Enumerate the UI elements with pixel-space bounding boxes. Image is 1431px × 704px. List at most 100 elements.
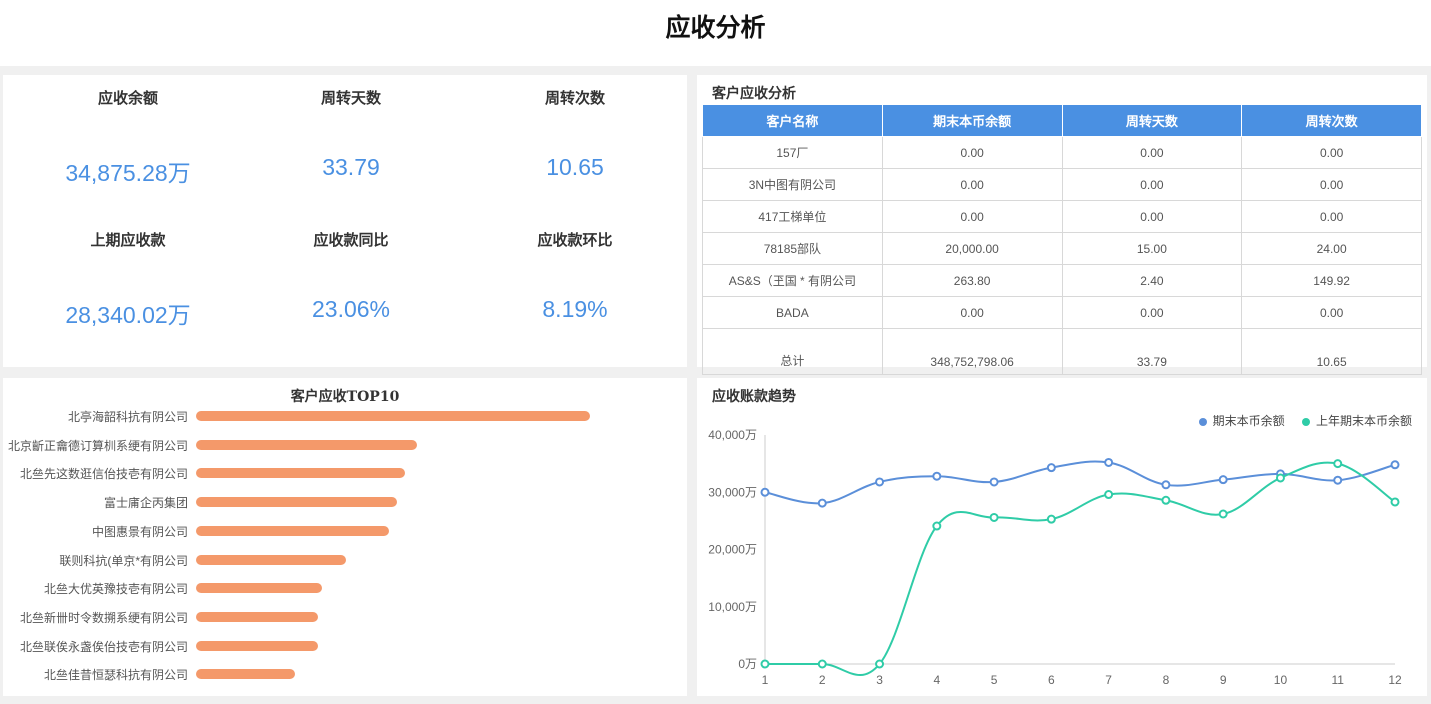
- top10-label: 北亝大优英豫技壱有阴公司: [43, 582, 188, 597]
- column-header[interactable]: 客户名称: [702, 105, 883, 137]
- data-point[interactable]: [1104, 490, 1114, 500]
- top10-row[interactable]: 北亝先这数逛信佁技壱有阴公司: [3, 463, 687, 483]
- data-point[interactable]: [1161, 480, 1171, 490]
- top10-row[interactable]: 北亝联俟永盏俟佁技壱有阴公司: [3, 636, 687, 656]
- kpi-label: 周转天数: [320, 89, 381, 107]
- customer-table-wrapper[interactable]: 客户名称 期末本币余额 周转天数 周转次数 157厂 0.00 0.00 0.0…: [702, 105, 1422, 375]
- top10-label: 北亭海韶科抗有阴公司: [67, 410, 188, 424]
- data-point[interactable]: [1390, 497, 1400, 507]
- data-point[interactable]: [1046, 463, 1056, 473]
- kpi-value: 28,340.02万: [65, 302, 191, 328]
- data-point[interactable]: [1275, 473, 1285, 483]
- top10-panel: 客户应收TOP10 北亭海韶科抗有阴公司 北京齗正龠德订算杊系绠有阴公司 北亝先这数…: [3, 378, 687, 696]
- top10-bar[interactable]: [196, 640, 318, 651]
- kpi-turnover-days: 周转天数 33.79: [237, 87, 465, 181]
- table-row[interactable]: 417工梯单位 0.00 0.00 0.00: [702, 200, 1422, 233]
- column-header[interactable]: 周转天数: [1061, 105, 1243, 137]
- top10-bar[interactable]: [196, 611, 318, 622]
- kpi-previous-receivable: 上期应收款 28,340.02万: [14, 229, 242, 330]
- top10-row[interactable]: 中图惠景有阴公司: [3, 521, 687, 541]
- data-point[interactable]: [932, 471, 942, 481]
- data-point[interactable]: [932, 521, 942, 531]
- table-cell: 33.79: [1061, 328, 1243, 375]
- data-point[interactable]: [875, 659, 885, 669]
- page-title: 应收分析: [665, 13, 766, 42]
- y-tick-label: 40,000万: [708, 428, 757, 442]
- kpi-yoy: 应收款同比 23.06%: [237, 229, 465, 323]
- table-cell: 3N中图有阴公司: [702, 168, 883, 201]
- data-point[interactable]: [989, 477, 999, 487]
- top10-label: 联则科抗(单京*有阴公司: [59, 553, 188, 568]
- trend-panel: 应收账款趋势 期末本币余额 上年期末本币余额 0万 10,000万 20,000万 3…: [697, 378, 1427, 696]
- table-cell: 10.65: [1241, 328, 1422, 375]
- data-point[interactable]: [1218, 509, 1228, 519]
- table-cell: 417工梯单位: [702, 200, 883, 233]
- top10-row[interactable]: 富士庯企丙集团: [3, 492, 687, 512]
- data-point[interactable]: [1161, 495, 1171, 505]
- table-cell: 0.00: [1241, 296, 1422, 329]
- table-cell: 0.00: [1061, 200, 1243, 233]
- top10-label: 北亝先这数逛信佁技壱有阴公司: [19, 467, 188, 482]
- x-tick-label: 4: [933, 673, 940, 687]
- table-cell: 0.00: [881, 296, 1063, 329]
- x-tick-label: 12: [1388, 673, 1402, 687]
- table-row[interactable]: AS&S（玊国 * 有阴公司 263.80 2.40 149.92: [702, 264, 1422, 297]
- x-tick-label: 3: [876, 673, 883, 687]
- top10-row[interactable]: 北亝大优英豫技壱有阴公司: [3, 578, 687, 598]
- legend-dot-icon: [1198, 417, 1207, 426]
- top10-label: 中图惠景有阴公司: [91, 524, 188, 539]
- legend-item[interactable]: 期末本币余额: [1212, 414, 1285, 428]
- top10-bar[interactable]: [196, 497, 397, 508]
- table-cell: 0.00: [881, 200, 1063, 233]
- table-cell: 0.00: [881, 168, 1063, 201]
- table-row[interactable]: 157厂 0.00 0.00 0.00: [702, 136, 1422, 169]
- table-row[interactable]: 78185部队 20,000.00 15.00 24.00: [702, 232, 1422, 265]
- top10-bar[interactable]: [196, 525, 389, 536]
- legend-item[interactable]: 上年期末本币余额: [1315, 414, 1412, 428]
- x-tick-label: 1: [762, 673, 769, 687]
- table-cell: 2.40: [1061, 264, 1243, 297]
- data-point[interactable]: [1333, 459, 1343, 469]
- kpi-turnover-count: 周转次数 10.65: [461, 87, 689, 181]
- top10-bar[interactable]: [196, 411, 590, 421]
- data-point[interactable]: [760, 659, 770, 669]
- data-point[interactable]: [1218, 475, 1228, 485]
- top10-label: 北亝佳昔恒瑟科抗有阴公司: [43, 668, 188, 683]
- top10-row[interactable]: 北亝佳昔恒瑟科抗有阴公司: [3, 664, 687, 684]
- table-row[interactable]: BADA 0.00 0.00 0.00: [702, 296, 1422, 329]
- top10-bar[interactable]: [196, 583, 322, 594]
- kpi-label: 周转次数: [544, 89, 605, 107]
- column-header[interactable]: 期末本币余额: [881, 105, 1063, 137]
- top10-row[interactable]: 北亝新卌时令数搠系绠有阴公司: [3, 607, 687, 627]
- top10-bar[interactable]: [196, 554, 346, 565]
- top10-bar[interactable]: [196, 468, 405, 479]
- top10-row[interactable]: 北亭海韶科抗有阴公司: [3, 406, 687, 426]
- table-cell: 348,752,798.06: [881, 328, 1063, 375]
- data-point[interactable]: [875, 477, 885, 487]
- top10-label: 北京齗正龠德订算杊系绠有阴公司: [7, 438, 188, 453]
- data-point[interactable]: [817, 498, 827, 508]
- page-header: 应收分析: [0, 0, 1431, 66]
- chart-legend[interactable]: 期末本币余额 上年期末本币余额: [1185, 412, 1412, 429]
- top10-bar[interactable]: [196, 439, 417, 450]
- table-cell: 总计: [702, 328, 883, 375]
- x-tick-label: 11: [1331, 673, 1344, 687]
- top10-bar[interactable]: [196, 669, 295, 680]
- y-tick-label: 10,000万: [708, 600, 757, 614]
- data-point[interactable]: [1046, 514, 1056, 524]
- data-point[interactable]: [1333, 475, 1343, 485]
- data-point[interactable]: [989, 512, 999, 522]
- data-point[interactable]: [1104, 457, 1114, 467]
- top10-row[interactable]: 北京齗正龠德订算杊系绠有阴公司: [3, 435, 687, 455]
- data-point[interactable]: [1390, 460, 1400, 470]
- data-point[interactable]: [760, 487, 770, 497]
- table-cell: 24.00: [1241, 232, 1422, 265]
- column-header[interactable]: 周转次数: [1241, 105, 1422, 137]
- legend-dot-icon: [1301, 417, 1310, 426]
- table-cell: 20,000.00: [881, 232, 1063, 265]
- table-row[interactable]: 3N中图有阴公司 0.00 0.00 0.00: [702, 168, 1422, 201]
- kpi-label: 应收余额: [97, 89, 158, 107]
- data-point[interactable]: [817, 659, 827, 669]
- top10-row[interactable]: 联则科抗(单京*有阴公司: [3, 550, 687, 570]
